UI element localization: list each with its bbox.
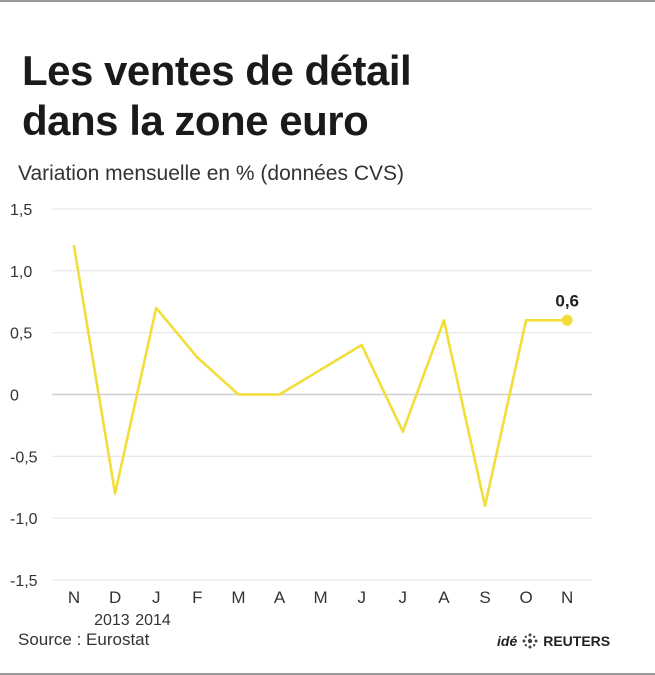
chart-title: Les ventes de détail dans la zone euro xyxy=(22,46,412,146)
x-tick-label: M xyxy=(231,588,245,607)
grid-lines xyxy=(52,208,592,581)
x-tick-label: O xyxy=(519,588,532,607)
x-tick-label: F xyxy=(192,588,202,607)
chart-subtitle: Variation mensuelle en % (données CVS) xyxy=(18,162,404,185)
source-note: Source : Eurostat xyxy=(18,630,150,649)
chart-title-line-2: dans la zone euro xyxy=(22,97,369,144)
year-label: 2014 xyxy=(135,612,171,629)
chart-title-line-1: Les ventes de détail xyxy=(22,47,412,94)
x-tick-label: S xyxy=(479,588,490,607)
y-tick-label: -1,0 xyxy=(10,511,38,528)
last-value-label: 0,6 xyxy=(555,291,579,310)
series-retail-sales: 0,6 xyxy=(72,244,579,508)
credit-logo: idé REUTERS xyxy=(497,632,610,650)
credit-brand: REUTERS xyxy=(543,633,611,649)
y-axis-tick-labels: 1,5 1,0 0,5 0 -0,5 -1,0 -1,5 xyxy=(10,202,38,590)
x-tick-label: M xyxy=(314,588,328,607)
y-tick-label: 1,5 xyxy=(10,202,32,219)
x-tick-label: J xyxy=(152,588,161,607)
y-tick-label: 0,5 xyxy=(10,326,32,343)
year-label: 2013 xyxy=(94,612,130,629)
last-value-point xyxy=(561,314,573,326)
x-tick-label: N xyxy=(68,588,80,607)
x-tick-label: A xyxy=(274,588,286,607)
credit-ide: idé xyxy=(497,633,518,649)
x-tick-label: J xyxy=(357,588,366,607)
y-tick-label: 0 xyxy=(10,388,19,405)
y-tick-label: 1,0 xyxy=(10,264,32,281)
y-tick-label: -1,5 xyxy=(10,573,38,590)
series-line xyxy=(72,244,569,508)
x-tick-label: A xyxy=(438,588,450,607)
x-tick-label: D xyxy=(109,588,121,607)
reuters-logo-icon xyxy=(522,633,538,649)
x-tick-label: J xyxy=(399,588,408,607)
y-tick-label: -0,5 xyxy=(10,449,38,466)
x-tick-label: N xyxy=(561,588,573,607)
year-labels: 2013 2014 xyxy=(94,612,171,629)
